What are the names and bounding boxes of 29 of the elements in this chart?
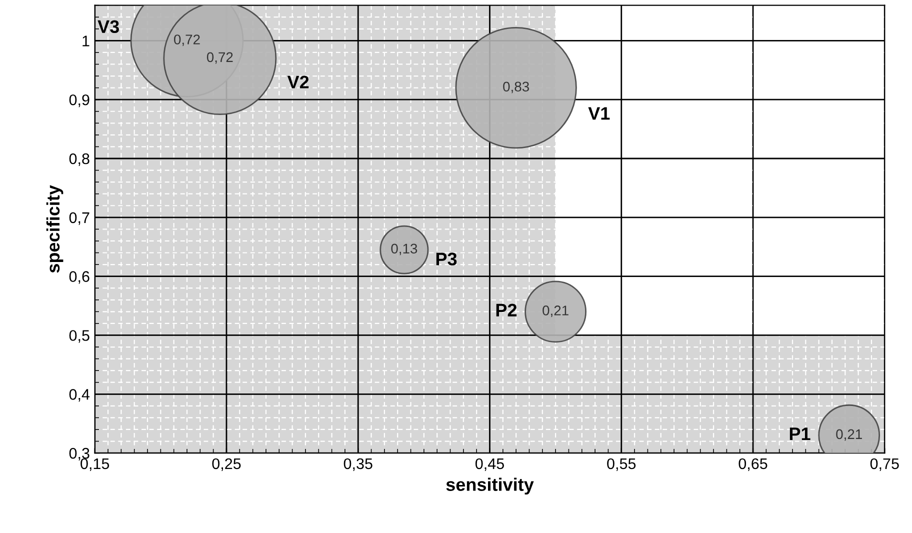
x-axis-title: sensitivity bbox=[446, 478, 534, 495]
y-tick-label: 0,4 bbox=[69, 389, 90, 402]
data-label: 0,83 bbox=[503, 82, 529, 94]
data-label: 0,72 bbox=[206, 52, 233, 64]
y-tick-label: 0,9 bbox=[69, 94, 90, 108]
annotation: V3 bbox=[98, 20, 119, 34]
y-tick-label: 0,5 bbox=[69, 330, 90, 343]
annotation: P2 bbox=[496, 304, 517, 316]
y-tick-label: 1 bbox=[82, 36, 90, 46]
data-label: 0,21 bbox=[836, 429, 862, 441]
y-tick-label: 0,8 bbox=[69, 153, 90, 166]
x-tick-label: 0,15 bbox=[80, 458, 110, 471]
data-label: 0,72 bbox=[174, 34, 200, 46]
y-axis-title: specificity bbox=[46, 185, 64, 273]
y-tick-label: 0,3 bbox=[69, 448, 90, 461]
annotation: P3 bbox=[436, 252, 457, 266]
x-tick-label: 0,55 bbox=[607, 458, 636, 471]
annotation: P1 bbox=[790, 428, 810, 440]
x-tick-label: 0,25 bbox=[212, 458, 241, 471]
data-label: 0,21 bbox=[542, 306, 568, 318]
annotation: V2 bbox=[287, 76, 309, 88]
annotation: V1 bbox=[588, 107, 610, 120]
y-tick-label: 0,7 bbox=[69, 212, 90, 225]
x-tick-label: 0,45 bbox=[475, 458, 504, 471]
y-tick-label: 0,6 bbox=[69, 271, 90, 284]
x-tick-label: 0,65 bbox=[738, 458, 768, 471]
data-label: 0,13 bbox=[391, 244, 418, 256]
x-tick-label: 0,35 bbox=[344, 458, 372, 471]
x-tick-label: 0,75 bbox=[870, 458, 899, 471]
